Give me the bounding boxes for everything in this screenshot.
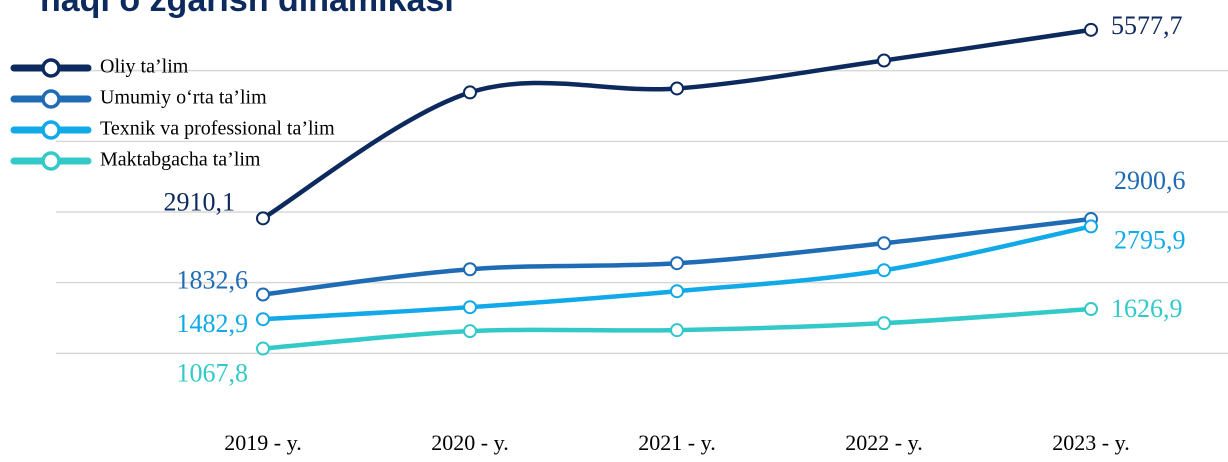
point bbox=[670, 323, 684, 338]
legend-label: Oliy ta’lim bbox=[100, 56, 189, 78]
legend-marker bbox=[41, 89, 61, 109]
data-label: 1067,8 bbox=[177, 359, 249, 388]
point bbox=[256, 211, 270, 226]
x-tick-label: 2023 - y. bbox=[1052, 430, 1129, 455]
x-tick-label: 2019 - y. bbox=[224, 430, 301, 455]
data-label: 2910,1 bbox=[164, 187, 236, 216]
legend-marker bbox=[41, 120, 61, 140]
x-tick-label: 2022 - y. bbox=[845, 430, 922, 455]
x-tick-label: 2020 - y. bbox=[431, 430, 508, 455]
data-label: 1832,6 bbox=[177, 265, 249, 294]
data-label: 5577,7 bbox=[1111, 11, 1183, 40]
legend-marker bbox=[41, 58, 61, 78]
point bbox=[877, 263, 891, 278]
chart-title: haqi o‘zgarish dinamikasi bbox=[40, 0, 454, 19]
point bbox=[463, 262, 477, 277]
point bbox=[1084, 219, 1098, 234]
series-line bbox=[260, 27, 1094, 221]
point bbox=[256, 287, 270, 302]
legend-marker bbox=[41, 151, 61, 171]
legend-label: Texnik va professional ta’lim bbox=[100, 118, 335, 140]
point bbox=[463, 85, 477, 100]
legend-label: Maktabgacha ta’lim bbox=[100, 149, 261, 171]
x-tick-label: 2021 - y. bbox=[638, 430, 715, 455]
point bbox=[463, 300, 477, 315]
point bbox=[877, 236, 891, 251]
point bbox=[463, 324, 477, 339]
data-label: 2900,6 bbox=[1114, 166, 1186, 195]
point bbox=[670, 256, 684, 271]
point bbox=[256, 312, 270, 327]
point bbox=[877, 316, 891, 331]
point bbox=[670, 81, 684, 96]
data-label: 2795,9 bbox=[1114, 225, 1186, 254]
legend-label: Umumiy o‘rta ta’lim bbox=[100, 87, 267, 109]
data-label: 1482,9 bbox=[177, 309, 249, 338]
point bbox=[670, 284, 684, 299]
point bbox=[256, 341, 270, 356]
point bbox=[1084, 22, 1098, 37]
data-label: 1626,9 bbox=[1111, 294, 1183, 323]
point bbox=[1084, 302, 1098, 317]
point bbox=[877, 53, 891, 68]
series-line bbox=[260, 224, 1094, 322]
